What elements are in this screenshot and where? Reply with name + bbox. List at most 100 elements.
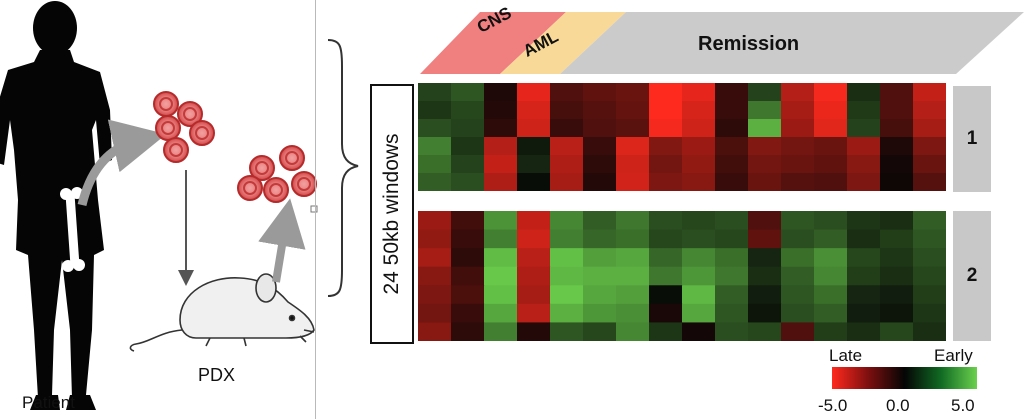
panel-divider (315, 0, 316, 419)
heatmap-cluster-2-cell (913, 248, 946, 268)
heatmap-cluster-1-cell (550, 137, 584, 156)
heatmap-cluster-2-cell (715, 248, 749, 268)
heatmap-cluster-2-cell (880, 211, 914, 231)
heatmap-cluster-2-cell (616, 285, 650, 305)
heatmap-cluster-2-cell (814, 229, 848, 249)
heatmap-cluster-2-cell (913, 211, 946, 231)
heatmap-cluster-1-cell (583, 155, 617, 174)
heatmap-cluster-2-cell (649, 266, 683, 286)
heatmap-cluster-2-cell (880, 229, 914, 249)
heatmap-cluster-2-cell (847, 285, 881, 305)
heatmap-cluster-1-cell (517, 173, 551, 191)
heatmap-cluster-1-cell (748, 173, 782, 191)
heatmap-cluster-2-cell (781, 322, 815, 341)
heatmap-cluster-1-cell (583, 137, 617, 156)
heatmap-cluster-2-cell (847, 229, 881, 249)
legend-late-label: Late (829, 346, 863, 365)
heatmap-cluster-1-cell (484, 101, 518, 120)
heatmap-cluster-1-cell (814, 83, 848, 102)
heatmap-cluster-1-cell (517, 101, 551, 120)
heatmap-cluster-1-cell (913, 155, 946, 174)
mouse-to-cells-arrow (258, 198, 306, 283)
heatmap-cluster-2-cell (880, 266, 914, 286)
heatmap-cluster-1-cell (748, 137, 782, 156)
heatmap-cluster-1-cell (814, 173, 848, 191)
heatmap-cluster-1-cell (484, 137, 518, 156)
heatmap-cluster-2-cell (913, 285, 946, 305)
heatmap-cluster-1-cell (550, 173, 584, 191)
heatmap-cluster-2-cell (583, 229, 617, 249)
heatmap-cluster-2-cell (682, 229, 716, 249)
heatmap-cluster-2-cell (715, 322, 749, 341)
heatmap-cluster-2-cell (814, 266, 848, 286)
heatmap-cluster-1-cell (913, 119, 946, 138)
heatmap-cluster-2-cell (616, 248, 650, 268)
heatmap-cluster-1-cell (649, 155, 683, 174)
heatmap-cluster-1-cell (451, 83, 485, 102)
heatmap-cluster-1-cell (550, 101, 584, 120)
cluster-2-tab: 2 (953, 211, 991, 341)
heatmap-cluster-1-cell (451, 155, 485, 174)
heatmap-cluster-1-cell (616, 119, 650, 138)
heatmap-cluster-1-cell (682, 119, 716, 138)
heatmap-cluster-2-cell (847, 211, 881, 231)
heatmap-cluster-1-cell (484, 119, 518, 138)
heatmap-cluster-2-cell (649, 229, 683, 249)
heatmap-cluster-2-cell (880, 322, 914, 341)
heatmap-cluster-1-cell (880, 173, 914, 191)
heatmap-cluster-1-cell (682, 155, 716, 174)
heatmap-cluster-1-cell (451, 119, 485, 138)
heatmap-cluster-2-cell (550, 322, 584, 341)
heatmap-cluster-2-cell (484, 211, 518, 231)
heatmap-cluster-1-cell (781, 119, 815, 138)
heatmap-cluster-2-cell (748, 285, 782, 305)
heatmap-cluster-2-cell (484, 322, 518, 341)
heatmap-cluster-2-cell (748, 303, 782, 324)
heatmap-cluster-1-cell (484, 173, 518, 191)
heatmap-cluster-2-cell (517, 322, 551, 341)
heatmap-cluster-2-cell (913, 266, 946, 286)
heatmap-cluster-2-cell (814, 285, 848, 305)
heatmap-cluster-1-cell (616, 101, 650, 120)
heatmap-cluster-2-cell (748, 248, 782, 268)
heatmap-cluster-2-cell (616, 266, 650, 286)
heatmap-cluster-1-cell (847, 83, 881, 102)
heatmap-cluster-2-cell (847, 303, 881, 324)
heatmap-cluster-1-cell (748, 101, 782, 120)
heatmap-cluster-2-cell (451, 285, 485, 305)
heatmap-cluster-1-cell (418, 155, 452, 174)
heatmap-cluster-2-cell (616, 303, 650, 324)
heatmap-cluster-2-cell (484, 229, 518, 249)
heatmap-cluster-2-cell (418, 229, 452, 249)
heatmap-cluster-2-cell (583, 211, 617, 231)
heatmap-cluster-1-cell (880, 137, 914, 156)
heatmap-cluster-2-cell (682, 285, 716, 305)
heatmap-cluster-2-cell (913, 322, 946, 341)
header-remission-label: Remission (698, 33, 800, 55)
heatmap-cluster-2-cell (616, 322, 650, 341)
selection-handle (310, 205, 318, 213)
heatmap-cluster-1-cell (814, 101, 848, 120)
heatmap-cluster-1-cell (418, 119, 452, 138)
heatmap-cluster-2-cell (583, 285, 617, 305)
heatmap-cluster-1-cell (715, 83, 749, 102)
heatmap-cluster-1-cell (616, 155, 650, 174)
heatmap-cluster-2-cell (583, 266, 617, 286)
patient-to-cells-arrow (77, 119, 167, 207)
heatmap-cluster-2-cell (715, 229, 749, 249)
heatmap-cluster-2-cell (814, 211, 848, 231)
heatmap-cluster-2-cell (649, 248, 683, 268)
heatmap-cluster-1-cell (484, 83, 518, 102)
heatmap-cluster-2-cell (682, 266, 716, 286)
heatmap-cluster-2-cell (682, 322, 716, 341)
heatmap-cluster-1-cell (418, 83, 452, 102)
heatmap-cluster-1-cell (748, 155, 782, 174)
cluster-2-label: 2 (966, 265, 978, 286)
windows-label: 24 50kb windows (380, 133, 403, 295)
heatmap-cluster-1-cell (715, 155, 749, 174)
legend-tick-min: -5.0 (818, 396, 848, 415)
bone-icon (60, 187, 85, 272)
heatmap-cluster-2-cell (847, 248, 881, 268)
legend-early-label: Early (934, 346, 973, 365)
heatmap-cluster-2-cell (814, 303, 848, 324)
